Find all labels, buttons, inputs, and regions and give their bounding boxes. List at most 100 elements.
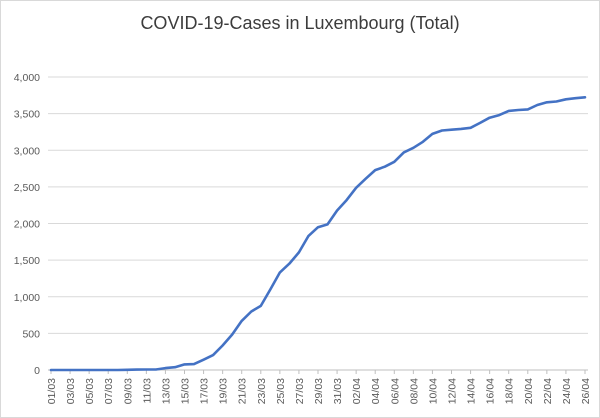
data-point xyxy=(393,161,396,163)
data-point xyxy=(479,122,481,124)
x-tick-label: 04/04 xyxy=(370,378,382,404)
x-tick-label: 02/04 xyxy=(351,378,363,404)
data-point xyxy=(546,101,548,104)
x-tick-label: 20/04 xyxy=(523,378,535,404)
x-tick-label: 22/04 xyxy=(542,378,554,404)
data-point xyxy=(431,133,434,135)
data-point xyxy=(307,235,310,237)
data-point xyxy=(136,368,138,371)
data-point xyxy=(250,310,253,313)
y-tick-label: 4,000 xyxy=(14,72,40,84)
data-point xyxy=(88,369,90,371)
data-point xyxy=(565,98,567,101)
data-point xyxy=(507,110,510,112)
data-point xyxy=(422,141,424,143)
data-point xyxy=(202,358,205,361)
y-tick-label: 1,000 xyxy=(14,292,40,304)
data-point xyxy=(145,368,148,371)
x-tick-label: 13/03 xyxy=(160,378,172,404)
y-axis-ticks: 0 500 1,000 1,500 2,000 2,500 3,000 3,500 4,000 xyxy=(14,72,40,377)
y-tick-label: 3,000 xyxy=(14,145,40,157)
data-point xyxy=(441,129,443,132)
x-tick-label: 10/04 xyxy=(427,378,439,404)
x-tick-label: 27/03 xyxy=(294,378,306,404)
x-tick-label: 06/04 xyxy=(389,378,401,404)
x-tick-label: 07/03 xyxy=(103,378,115,404)
y-tick-label: 500 xyxy=(22,328,40,340)
x-tick-label: 05/03 xyxy=(84,378,96,404)
data-point xyxy=(345,199,348,201)
data-point xyxy=(174,366,176,369)
data-point xyxy=(221,344,224,347)
data-point xyxy=(355,187,357,189)
x-tick-label: 26/04 xyxy=(580,378,592,404)
y-tick-label: 1,500 xyxy=(14,255,40,267)
x-tick-label: 03/03 xyxy=(65,378,77,404)
data-point xyxy=(212,354,214,356)
data-point xyxy=(374,169,377,171)
chart-title: COVID-19-Cases in Luxembourg (Total) xyxy=(140,13,460,33)
data-point xyxy=(460,128,462,130)
data-point xyxy=(527,108,529,111)
data-point xyxy=(498,114,501,116)
data-point xyxy=(155,368,157,371)
data-point xyxy=(117,369,119,371)
data-point xyxy=(317,226,319,228)
data-point xyxy=(50,369,52,371)
data-point xyxy=(403,151,405,154)
data-point xyxy=(536,104,539,106)
x-tick-label: 14/04 xyxy=(466,378,478,404)
data-point xyxy=(78,369,81,371)
data-point xyxy=(69,369,71,371)
data-point xyxy=(469,127,472,129)
data-point xyxy=(193,363,195,365)
data-point xyxy=(164,367,167,369)
x-tick-label: 12/04 xyxy=(447,378,459,404)
y-tick-label: 3,500 xyxy=(14,109,40,121)
x-tick-label: 25/03 xyxy=(275,378,287,404)
data-point xyxy=(97,369,100,371)
data-point xyxy=(555,100,558,103)
data-point xyxy=(231,333,233,336)
data-point xyxy=(279,271,281,274)
data-point xyxy=(450,128,453,131)
series-layer xyxy=(49,96,587,372)
x-tick-label: 19/03 xyxy=(218,378,230,404)
x-axis-ticks: 01/03 03/03 05/03 07/03 09/03 11/03 13/03 15/03… xyxy=(46,370,592,404)
x-tick-label: 23/03 xyxy=(256,378,268,404)
x-tick-label: 24/04 xyxy=(561,378,573,404)
y-tick-label: 2,000 xyxy=(14,219,40,231)
x-tick-label: 11/03 xyxy=(141,378,153,404)
data-point xyxy=(260,305,262,307)
data-point xyxy=(59,369,62,371)
x-tick-label: 29/03 xyxy=(313,378,325,404)
x-tick-label: 09/03 xyxy=(122,378,134,404)
x-tick-label: 15/03 xyxy=(180,378,192,404)
data-point xyxy=(269,288,272,291)
data-point xyxy=(384,165,386,168)
x-tick-label: 01/03 xyxy=(46,378,58,404)
y-tick-label: 0 xyxy=(34,365,40,377)
data-point xyxy=(126,369,129,371)
data-point xyxy=(364,177,367,180)
data-point xyxy=(488,116,491,119)
data-point xyxy=(412,147,415,149)
y-tick-label: 2,500 xyxy=(14,182,40,194)
series-line xyxy=(49,96,587,372)
data-point xyxy=(288,262,291,265)
data-point xyxy=(584,96,586,99)
data-point xyxy=(298,251,300,254)
x-tick-label: 17/03 xyxy=(199,378,211,404)
data-point xyxy=(336,209,338,212)
data-point xyxy=(183,363,186,366)
data-point xyxy=(574,97,577,99)
data-point xyxy=(107,369,109,371)
grid-lines xyxy=(48,76,588,371)
x-tick-label: 16/04 xyxy=(485,378,497,404)
data-point xyxy=(240,320,243,322)
x-tick-label: 21/03 xyxy=(237,378,249,404)
x-tick-label: 08/04 xyxy=(408,378,420,404)
data-point xyxy=(517,109,520,111)
